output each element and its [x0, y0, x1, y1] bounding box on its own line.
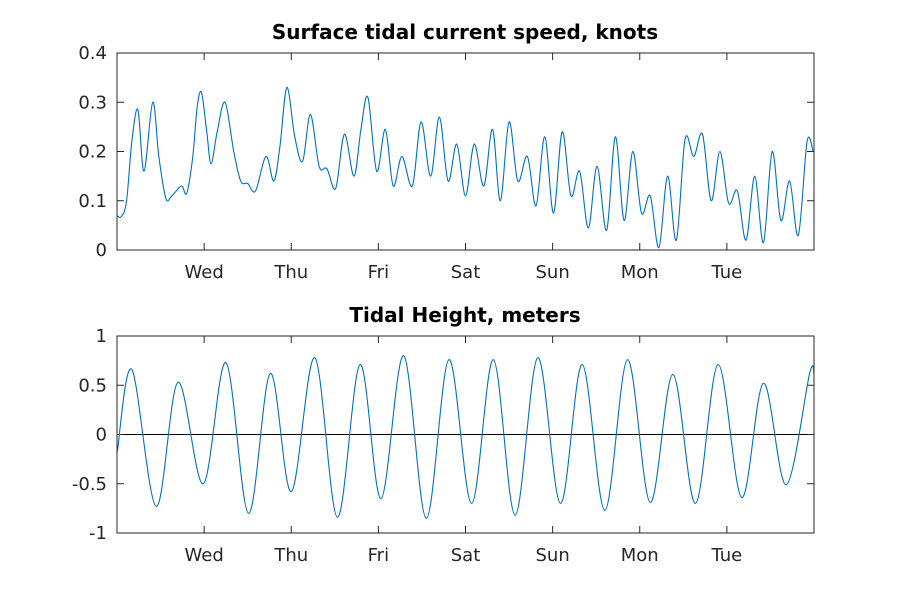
- x-tick-label: Thu: [273, 262, 308, 283]
- y-tick-label: 0: [96, 240, 107, 261]
- x-tick-label: Sun: [536, 545, 570, 566]
- series-line: [117, 355, 814, 519]
- x-tick-label: Sat: [451, 545, 481, 566]
- chart-title: Tidal Height, meters: [349, 303, 580, 327]
- x-tick-label: Wed: [185, 262, 224, 283]
- x-tick-label: Tue: [711, 545, 743, 566]
- y-tick-label: 0: [96, 425, 107, 446]
- tidal-height-chart: Tidal Height, meters -1 -0.5 0 0.5 1 Wed Thu Fr…: [72, 303, 815, 566]
- x-tick-label: Fri: [368, 262, 389, 283]
- y-tick-label: 0.4: [78, 43, 107, 64]
- x-tick-label: Thu: [273, 545, 308, 566]
- series-line: [117, 86, 814, 249]
- current-speed-chart: Surface tidal current speed, knots 0 0.1 0…: [78, 20, 815, 283]
- x-tick-label: Tue: [711, 262, 743, 283]
- chart-title: Surface tidal current speed, knots: [272, 20, 658, 44]
- x-tick-label: Fri: [368, 545, 389, 566]
- y-tick-label: 0.5: [78, 375, 107, 396]
- x-tick-label: Mon: [621, 262, 659, 283]
- y-tick-label: 0.3: [78, 92, 107, 113]
- y-tick-label: 0.1: [78, 191, 107, 212]
- y-tick-label: -1: [89, 523, 107, 544]
- x-tick-label: Sat: [451, 262, 481, 283]
- plot-area: [116, 52, 815, 251]
- x-tick-label: Wed: [185, 545, 224, 566]
- y-tick-label: 1: [96, 326, 107, 347]
- x-tick-label: Mon: [621, 545, 659, 566]
- y-tick-label: -0.5: [72, 474, 107, 495]
- x-tick-label: Sun: [536, 262, 570, 283]
- y-tick-label: 0.2: [78, 142, 107, 163]
